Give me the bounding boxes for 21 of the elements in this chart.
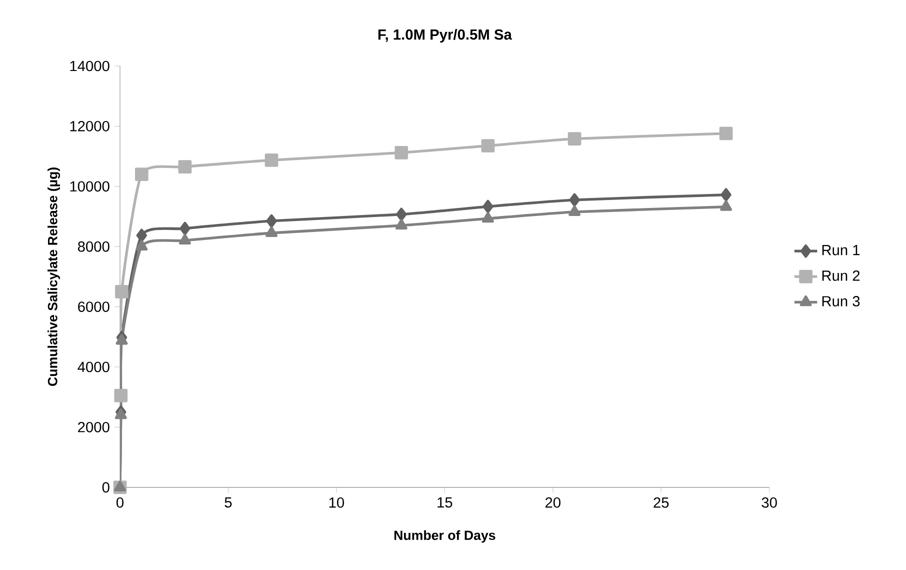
- x-tick-label: 20: [545, 497, 560, 508]
- chart-title: F, 1.0M Pyr/0.5M Sa: [378, 28, 512, 43]
- y-tick-label: 0: [102, 482, 110, 493]
- y-tick-label: 2000: [78, 422, 110, 432]
- y-tick-label: 4000: [78, 362, 110, 372]
- x-tick-label: 10: [329, 497, 344, 508]
- legend-label: Run 1: [822, 245, 860, 256]
- legend-label: Run 2: [822, 270, 860, 281]
- x-tick-label: 25: [654, 497, 669, 508]
- x-tick-label: 15: [438, 497, 452, 508]
- x-tick-label: 30: [762, 497, 777, 508]
- y-tick-label: 12000: [70, 121, 110, 132]
- x-tick-label: 0: [116, 497, 124, 508]
- y-axis-title: Cumulative Salicylate Release (µg): [48, 168, 60, 386]
- legend-label: Run 3: [822, 296, 860, 306]
- y-tick-label: 6000: [78, 302, 110, 312]
- y-tick-label: 10000: [70, 181, 110, 192]
- y-tick-label: 8000: [78, 241, 110, 252]
- x-axis-title: Number of Days: [394, 530, 496, 543]
- x-tick-label: 5: [224, 497, 232, 508]
- y-tick-label: 14000: [70, 60, 110, 72]
